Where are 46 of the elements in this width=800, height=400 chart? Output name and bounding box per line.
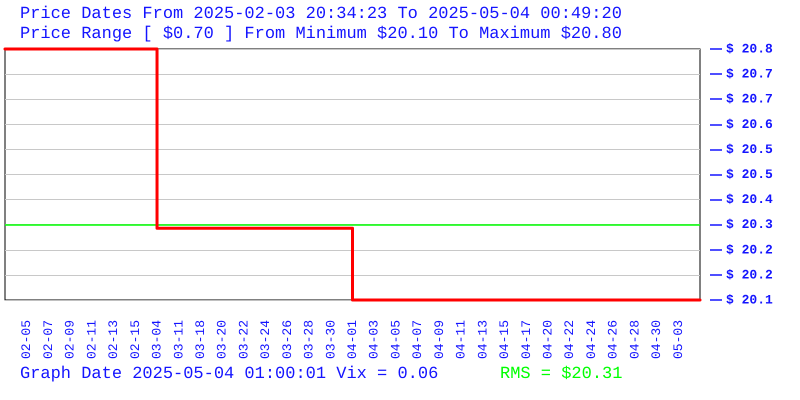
x-tick-label: 03-04: [150, 320, 165, 360]
x-tick-label: 02-07: [40, 320, 56, 360]
x-tick-label: 02-05: [19, 320, 34, 360]
y-tick-label: $ 20.3: [726, 217, 774, 232]
x-tick-label: 03-18: [192, 320, 208, 360]
y-tick-label: $ 20.7: [726, 92, 773, 107]
ref-line-label: RMS = $20.31: [500, 365, 622, 384]
x-tick-label: 04-26: [606, 320, 621, 360]
x-tick-label: 04-30: [649, 320, 664, 360]
x-tick-label: 02-13: [106, 320, 122, 360]
x-tick-label: 03-22: [236, 320, 252, 360]
x-tick-label: 03-20: [214, 320, 230, 360]
x-tick-label: 05-03: [670, 320, 686, 360]
chart-title: Price Dates From 2025-02-03 20:34:23 To 2025-05-04 00:49:20: [20, 5, 622, 24]
x-tick-label: 04-24: [584, 320, 599, 360]
x-tick-label: 04-09: [432, 320, 447, 360]
y-tick-label: $ 20.2: [726, 242, 774, 258]
y-tick-label: $ 20.4: [726, 192, 774, 208]
x-tick-label: 03-24: [258, 320, 274, 360]
x-tick-label: 04-22: [562, 320, 578, 360]
x-tick-label: 04-20: [540, 320, 556, 360]
x-tick-label: 04-28: [627, 320, 642, 360]
x-tick-label: 04-01: [345, 320, 360, 360]
x-tick-label: 04-17: [518, 320, 534, 360]
x-tick-label: 04-05: [388, 320, 404, 360]
text: Graph Date 2025-05-04 01:00:01 Vix = 0.06: [20, 365, 438, 384]
x-tick-label: 03-11: [171, 320, 186, 360]
x-tick-label: 03-28: [302, 320, 317, 360]
x-tick-label: 04-15: [497, 320, 512, 360]
x-tick-label: 04-13: [475, 320, 490, 360]
x-tick-label: 04-07: [410, 320, 426, 360]
y-tick-label: $ 20.7: [726, 66, 773, 82]
y-tick-label: $ 20.6: [726, 116, 774, 132]
x-tick-label: 02-11: [84, 320, 100, 360]
x-tick-label: 04-11: [454, 320, 469, 360]
y-tick-label: $ 20.5: [726, 167, 774, 182]
chart-subtitle: Price Range [ $0.70 ] From Minimum $20.10 To Maximum $20.80: [20, 25, 622, 44]
y-tick-label: $ 20.8: [726, 42, 774, 56]
x-tick-label: 02-15: [128, 320, 143, 360]
y-tick-label: $ 20.2: [726, 267, 774, 282]
x-tick-label: 03-26: [280, 320, 295, 360]
y-tick-label: $ 20.1: [726, 292, 774, 308]
y-tick-label: $ 20.5: [726, 142, 774, 157]
x-tick-label: 03-30: [323, 320, 338, 360]
x-tick-label: 02-09: [62, 320, 78, 360]
x-tick-label: 04-03: [366, 320, 382, 360]
